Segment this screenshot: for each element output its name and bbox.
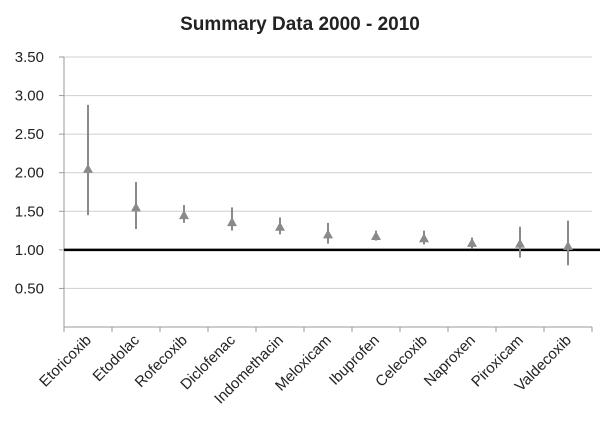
y-tick-label: 1.50: [15, 203, 44, 220]
y-tick-label: 2.50: [15, 126, 44, 143]
x-category-label: Etoricoxib: [36, 332, 95, 391]
data-point: [563, 241, 573, 250]
data-point: [419, 233, 429, 243]
data-point: [467, 237, 477, 247]
y-tick-label: 1.00: [15, 242, 44, 259]
y-axis-ticks: 0.50 1.00 1.50 2.00 2.50 3.00 3.50: [15, 49, 44, 297]
data-point: [323, 229, 333, 239]
x-axis-categories: EtoricoxibEtodolacRofecoxibDiclofenacInd…: [36, 331, 575, 407]
chart-title: Summary Data 2000 - 2010: [180, 14, 420, 35]
data-point: [227, 217, 237, 227]
data-marks: [83, 104, 573, 266]
y-tick-label: 0.50: [15, 280, 44, 297]
data-point: [179, 210, 189, 220]
data-point: [83, 163, 93, 173]
data-point: [275, 221, 285, 231]
data-point: [131, 202, 141, 212]
axes: [59, 56, 600, 332]
x-category-label: Celecoxib: [372, 332, 431, 391]
data-point: [371, 230, 381, 240]
gridlines: [64, 56, 592, 289]
y-tick-label: 3.00: [15, 88, 44, 105]
y-tick-label: 3.50: [15, 49, 44, 66]
data-point: [515, 238, 525, 248]
y-tick-label: 2.00: [15, 165, 44, 182]
